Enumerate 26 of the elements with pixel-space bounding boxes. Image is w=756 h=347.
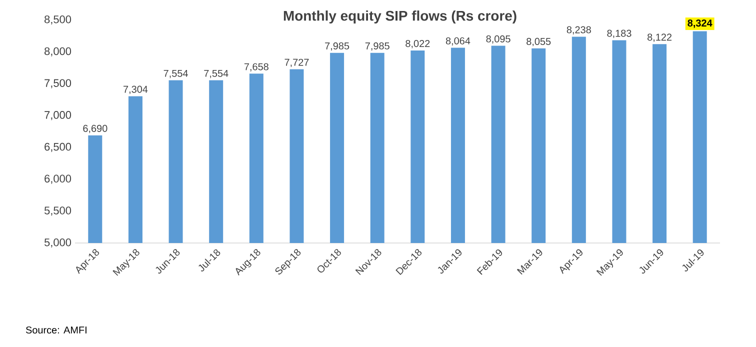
- data-label: 8,183: [607, 30, 632, 38]
- y-tick-label: 5,000: [44, 238, 72, 248]
- data-label: 7,985: [325, 42, 350, 51]
- y-tick-label: 7,000: [44, 111, 72, 120]
- data-label: 8,238: [566, 26, 591, 34]
- data-label: 8,122: [648, 34, 672, 42]
- y-tick-label: 7,500: [44, 79, 72, 88]
- data-label: 8,055: [526, 38, 551, 46]
- chart-title: Monthly equity SIP flows (Rs crore): [284, 10, 516, 24]
- y-tick-label: 6,000: [44, 174, 72, 184]
- data-label: 8,095: [486, 35, 510, 44]
- y-tick-label: 6,500: [44, 142, 72, 152]
- data-label: 7,554: [204, 70, 228, 78]
- data-label: 6,690: [83, 124, 108, 134]
- annotation: 8,324: [688, 20, 712, 28]
- y-tick-label: 5,500: [44, 206, 72, 216]
- data-label: 8,022: [406, 40, 430, 48]
- data-label: 7,727: [284, 58, 309, 68]
- y-tick-label: 8,500: [44, 15, 72, 25]
- data-label: 7,554: [164, 70, 188, 78]
- data-label: 8,064: [446, 37, 470, 46]
- y-tick-label: 8,000: [44, 47, 72, 56]
- data-label: 7,985: [365, 42, 390, 51]
- data-label: 7,658: [244, 63, 268, 72]
- source-note: Source: AMFI: [26, 326, 86, 334]
- data-label: 7,304: [124, 86, 148, 94]
